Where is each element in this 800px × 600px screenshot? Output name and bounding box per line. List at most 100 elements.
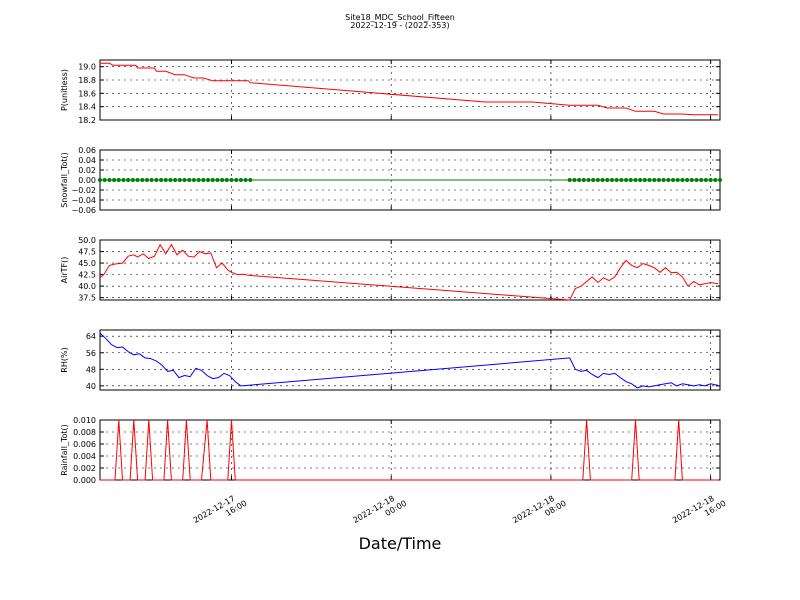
x-tick-label: 2022-12-1816:00	[671, 490, 728, 534]
y-axis-label-2: AirTF()	[60, 257, 69, 284]
y-axis-label-4: Rainfall_Tot()	[60, 424, 69, 476]
snowfall-data-point	[642, 178, 647, 182]
snowfall-data-point	[624, 178, 629, 182]
y-tick-label: 0.00	[78, 176, 96, 185]
snowfall-data-point	[163, 178, 168, 182]
plot-frame-0	[99, 59, 721, 121]
snowfall-data-point	[210, 178, 215, 182]
snowfall-data-point	[605, 178, 610, 182]
snowfall-data-point	[243, 178, 248, 182]
x-tick-label: 2022-12-1808:00	[511, 490, 568, 534]
snowfall-data-point	[224, 178, 229, 182]
snowfall-data-point	[567, 178, 572, 182]
snowfall-data-point	[675, 178, 680, 182]
snowfall-data-point	[116, 178, 121, 182]
snowfall-data-point	[699, 178, 704, 182]
y-tick-label: 18.6	[78, 89, 96, 98]
series-line-4	[100, 419, 719, 481]
snowfall-data-point	[206, 178, 211, 182]
snowfall-data-point	[619, 178, 624, 182]
y-tick-label: 0.006	[73, 440, 96, 449]
y-axis-label-0: P(unitless)	[60, 69, 69, 111]
snowfall-data-point	[713, 178, 718, 182]
snowfall-data-point	[154, 178, 159, 182]
snowfall-data-point	[689, 178, 694, 182]
y-axis-label-1: Snowfall_Tot()	[60, 152, 69, 208]
snowfall-data-point	[201, 178, 206, 182]
snowfall-data-point	[191, 178, 196, 182]
snowfall-data-point	[577, 178, 582, 182]
y-tick-label: 40	[86, 382, 96, 391]
y-tick-label: 0.002	[73, 464, 96, 473]
snowfall-data-point	[633, 178, 638, 182]
snowfall-data-point	[614, 178, 619, 182]
plot-frame-2	[99, 239, 721, 301]
snowfall-data-point	[234, 178, 239, 182]
snowfall-data-point	[121, 178, 126, 182]
y-tick-label: 0.010	[73, 416, 96, 425]
y-tick-label: 64	[86, 332, 96, 341]
y-axis-label-3: RH(%)	[60, 347, 69, 372]
y-tick-label: 0.04	[78, 156, 96, 165]
snowfall-data-point	[177, 178, 182, 182]
snowfall-data-point	[215, 178, 220, 182]
snowfall-data-point	[229, 178, 234, 182]
snowfall-data-point	[98, 178, 102, 182]
snowfall-data-point	[661, 178, 666, 182]
plot-frame-3	[99, 329, 721, 391]
y-tick-label: 18.2	[78, 116, 96, 125]
snowfall-data-point	[135, 178, 140, 182]
y-tick-label: 0.06	[78, 146, 96, 155]
y-tick-label: 0.008	[73, 428, 96, 437]
snowfall-data-point	[647, 178, 652, 182]
snowfall-data-point	[187, 178, 192, 182]
y-tick-label: 0.02	[78, 166, 96, 175]
plot-frame-4	[99, 419, 721, 481]
snowfall-data-point	[572, 178, 577, 182]
snowfall-data-point	[102, 178, 107, 182]
y-tick-label: 48	[86, 365, 96, 374]
y-tick-label: 19.0	[78, 63, 96, 72]
snowfall-data-point	[656, 178, 661, 182]
y-tick-label: 40.0	[78, 282, 96, 291]
snowfall-data-point	[609, 178, 614, 182]
y-tick-label: 50.0	[78, 236, 96, 245]
snowfall-data-point	[173, 178, 178, 182]
snowfall-data-point	[126, 178, 131, 182]
snowfall-data-point	[600, 178, 605, 182]
y-tick-label: 0.004	[73, 452, 96, 461]
snowfall-data-point	[220, 178, 225, 182]
snowfall-data-point	[666, 178, 671, 182]
x-axis-label: Date/Time	[358, 534, 442, 553]
snowfall-data-point	[196, 178, 201, 182]
snowfall-data-point	[168, 178, 173, 182]
snowfall-data-point	[638, 178, 643, 182]
y-tick-label: 37.5	[78, 294, 96, 303]
snowfall-data-point	[144, 178, 149, 182]
y-tick-label: 56	[86, 349, 96, 358]
snowfall-data-point	[694, 178, 699, 182]
x-tick-label: 2022-12-1716:00	[192, 490, 249, 534]
snowfall-data-point	[703, 178, 708, 182]
snowfall-data-point	[591, 178, 596, 182]
y-tick-label: 18.8	[78, 76, 96, 85]
snowfall-data-point	[182, 178, 187, 182]
snowfall-data-point	[149, 178, 154, 182]
chart-subtitle: 2022-12-19 - (2022-353)	[350, 21, 450, 30]
snowfall-data-point	[652, 178, 657, 182]
snowfall-data-point	[595, 178, 600, 182]
snowfall-data-point	[718, 178, 722, 182]
snowfall-data-point	[685, 178, 690, 182]
snowfall-data-point	[248, 178, 253, 182]
chart-title: Site18_MDC_School_Fifteen	[345, 13, 455, 22]
snowfall-data-point	[130, 178, 135, 182]
y-tick-label: −0.06	[71, 206, 96, 215]
snowfall-data-point	[140, 178, 145, 182]
snowfall-data-point	[680, 178, 685, 182]
x-tick-label: 2022-12-1800:00	[351, 490, 408, 534]
y-tick-label: 0.000	[73, 476, 96, 485]
y-tick-label: 47.5	[78, 248, 96, 257]
y-tick-label: −0.02	[71, 186, 96, 195]
snowfall-data-point	[107, 178, 112, 182]
